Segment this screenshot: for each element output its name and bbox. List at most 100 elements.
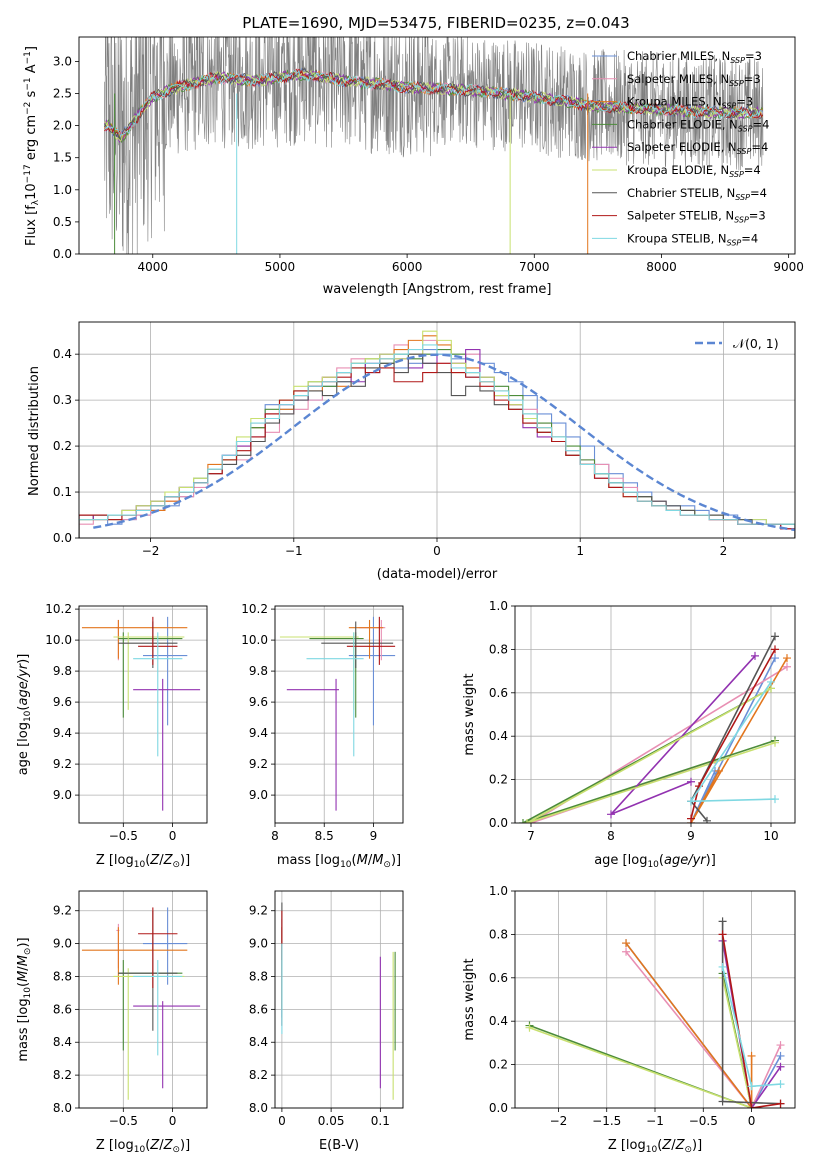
axes-border xyxy=(274,890,404,1109)
label-part: / xyxy=(16,966,31,971)
legend-n: =3 xyxy=(745,49,762,63)
plot-area xyxy=(79,330,795,538)
weight-marker xyxy=(776,1080,785,1089)
y-tick-label: 0.3 xyxy=(53,393,72,407)
label-part: 10 xyxy=(646,1145,658,1155)
x-axis-label: wavelength [Angstrom, rest frame] xyxy=(323,282,552,297)
y-tick-label: 9.8 xyxy=(249,664,268,678)
x-tick-label: −1.5 xyxy=(592,1114,621,1128)
weight-marker xyxy=(771,645,779,654)
weight-line xyxy=(690,649,776,819)
weight-marker xyxy=(718,1097,727,1106)
x-axis-label: Z [log10(Z/Z⊙)] xyxy=(96,853,190,870)
weight-marker xyxy=(519,819,527,823)
x-axis-label: mass [log10(M/M⊙)] xyxy=(277,853,401,870)
weight-marker xyxy=(771,654,779,663)
x-tick-label: 0.05 xyxy=(318,1114,345,1128)
weight-line xyxy=(690,657,776,823)
y-tick-label: 8.4 xyxy=(53,1035,72,1049)
grid-lines xyxy=(275,891,403,1109)
y-axis-label: Flux [fλ10−17 erg cm−2 s−1 A−1] xyxy=(23,46,41,246)
x-tick-label: 10 xyxy=(763,829,778,843)
legend-text: Kroupa MILES, N xyxy=(627,95,722,109)
x-axis-label: E(B-V) xyxy=(319,1138,359,1153)
weight-marker xyxy=(747,1104,756,1108)
y-axis-label: age [log10(age/yr)] xyxy=(16,654,33,776)
weight-marker xyxy=(771,738,779,747)
weight-marker xyxy=(718,930,727,939)
legend-n: =4 xyxy=(741,231,758,245)
label-part: Z [log xyxy=(608,1138,646,1153)
weight-marker xyxy=(776,1062,785,1071)
age-vs-Z-panel: −0.5 09.09.29.49.69.810.010.2Z [log10(Z/Z… xyxy=(16,602,208,870)
legend-label: Salpeter MILES, NSSP=3 xyxy=(627,72,761,88)
grid-lines xyxy=(79,891,207,1109)
axes-frame: 8 8.5 9 9.0 9.2 9.4 9.6 9.8 10.0 10.2 xyxy=(241,602,404,843)
weight-marker xyxy=(776,1051,785,1060)
weight-line xyxy=(529,973,753,1108)
legend-text: Chabrier ELODIE, N xyxy=(627,117,738,131)
x-tick-label: 6000 xyxy=(392,260,423,274)
axes-frame: 4000 5000 6000 7000 8000 9000 0.0 0.5 1.0 1.5 2.0 2… xyxy=(53,36,804,274)
legend-n: =3 xyxy=(736,95,753,109)
weight-marker xyxy=(747,1051,756,1060)
legend-label: Chabrier STELIB, NSSP=4 xyxy=(627,186,767,202)
legend-sub: SSP xyxy=(734,216,749,225)
label-part: ( xyxy=(145,1138,150,1153)
weight-marker xyxy=(776,1041,785,1050)
x-tick-label: 8 xyxy=(607,829,615,843)
label-part: ( xyxy=(16,982,31,987)
y-tick-label: 9.4 xyxy=(249,726,268,740)
x-tick-label: 9000 xyxy=(773,260,804,274)
legend-sub: SSP xyxy=(735,193,750,202)
label-part: λ xyxy=(31,199,41,205)
plot-area xyxy=(81,616,201,811)
label-part: )] xyxy=(16,654,31,664)
y-tick-label: 9.2 xyxy=(249,757,268,771)
axes-frame: −2 −1.5 −1 −0.5 0 0.0 0.2 0.4 0.6 0.8 1.0 xyxy=(489,884,796,1128)
x-axis-label: (data-model)/error xyxy=(377,567,498,582)
y-tick-label: 0.0 xyxy=(489,816,508,830)
x-tick-label: 7 xyxy=(527,829,535,843)
y-axis-label: mass weight xyxy=(462,958,477,1040)
legend-label: Chabrier ELODIE, NSSP=4 xyxy=(627,117,769,133)
legend-n: =4 xyxy=(744,163,761,177)
weight-line xyxy=(526,687,776,823)
plot-area xyxy=(281,902,396,1100)
y-tick-label: 8.6 xyxy=(53,1002,72,1016)
y-tick-label: 8.2 xyxy=(53,1068,72,1082)
x-tick-label: −0.5 xyxy=(109,1114,138,1128)
gaussian-curve xyxy=(93,353,795,532)
label-part: ] xyxy=(24,46,39,51)
label-part: −17 xyxy=(23,164,33,183)
y-tick-label: 8.0 xyxy=(53,1101,72,1115)
axes-border xyxy=(78,890,208,1109)
plot-area xyxy=(81,907,201,1100)
x-tick-label: −1 xyxy=(285,544,303,558)
y-tick-label: 9.2 xyxy=(53,757,72,771)
model-spectrum xyxy=(104,67,764,140)
x-tick-label: 7000 xyxy=(519,260,550,274)
legend-label: Kroupa MILES, NSSP=3 xyxy=(627,95,753,111)
legend-label: Salpeter STELIB, NSSP=3 xyxy=(627,209,766,225)
weight-marker xyxy=(687,797,695,806)
label-part: ( xyxy=(352,853,357,868)
label-part: ( xyxy=(145,853,150,868)
legend-n: =4 xyxy=(750,186,767,200)
label-part: / xyxy=(159,1138,164,1153)
y-tick-label: 0.4 xyxy=(53,347,72,361)
x-tick-label: 0 xyxy=(433,544,441,558)
axes-frame: 0 0.05 0.1 8.0 8.2 8.4 8.6 8.8 9.0 9.2 xyxy=(249,890,404,1128)
x-tick-label: 8 xyxy=(271,829,279,843)
weight-line xyxy=(721,934,781,1108)
label-part: mass [log xyxy=(16,998,31,1061)
axes-frame: 7 8 9 10 0.0 0.2 0.4 0.6 0.8 1.0 xyxy=(489,599,796,843)
weight-marker xyxy=(718,917,727,926)
legend-sub: SSP xyxy=(727,238,742,247)
legend-text: Salpeter ELODIE, N xyxy=(627,140,737,154)
y-tick-label: 9.6 xyxy=(249,695,268,709)
axes-frame: −2 −1 0 1 2 0.0 0.1 0.2 0.3 0.4 xyxy=(53,321,796,558)
plot-area xyxy=(279,616,396,811)
